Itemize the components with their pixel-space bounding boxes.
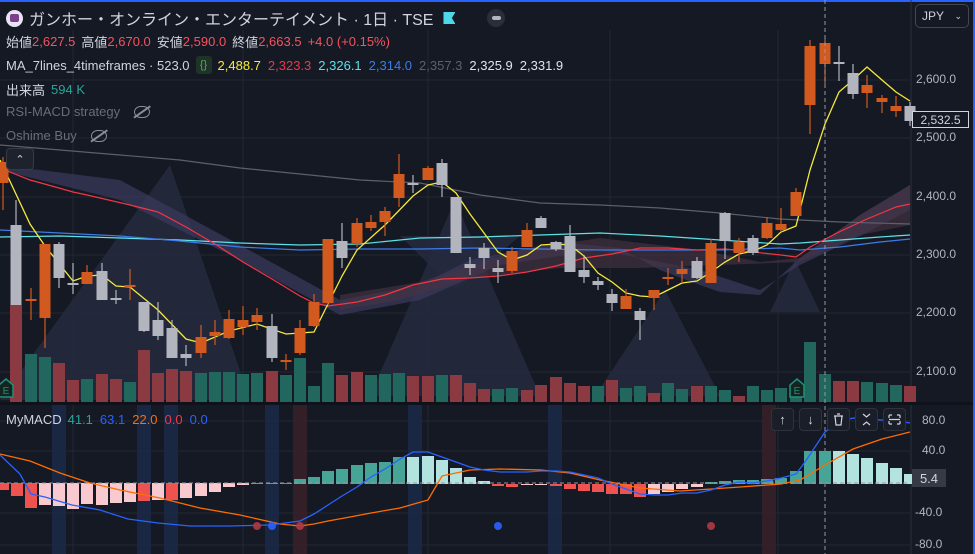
ma-value: 2,314.0 (368, 57, 413, 73)
macd-title[interactable]: MyMACD (6, 412, 62, 427)
symbol-logo-icon (6, 9, 23, 27)
move-pane-up-button[interactable]: ↑ (771, 408, 794, 431)
high-value: 2,670.0 (107, 34, 151, 49)
macd-value: 22.0 (132, 412, 158, 427)
ma-indicator-row[interactable]: MA_7lines_4timeframes · 523.0 {} 2,488.7… (6, 56, 563, 74)
pane-tools: ↑ ↓ (771, 408, 906, 431)
symbol-title-row: ガンホー・オンライン・エンターテイメント · 1日 · TSE (6, 6, 506, 30)
oshime-buy-label[interactable]: Oshime Buy (6, 128, 77, 143)
rsi-macd-strategy-label[interactable]: RSI-MACD strategy (6, 104, 121, 119)
collapse-legend-button[interactable] (487, 9, 506, 27)
ohlc-row: 始値 2,627.5 高値 2,670.0 安値 2,590.0 終値 2,663.5 … (6, 32, 390, 51)
macd-value: 41.1 (67, 412, 93, 427)
currency-value: JPY (922, 9, 945, 23)
price-tick-label: 2,400.0 (916, 189, 957, 203)
volume-label: 出来高 (6, 83, 46, 98)
macd-value: 63.1 (99, 412, 126, 427)
ma-value: 2,488.7 (217, 57, 261, 73)
macd-tick-label: -40.0 (915, 505, 943, 519)
ma-value: 2,357.3 (419, 57, 463, 73)
volume-row[interactable]: 出来高 594 K (6, 80, 85, 99)
macd-tick-label: 80.0 (922, 413, 946, 427)
ma-value: 2,323.3 (267, 57, 312, 73)
open-value: 2,627.5 (32, 34, 76, 49)
price-tick-label: 2,100.0 (916, 364, 957, 378)
minus-icon (491, 16, 501, 20)
price-tick-label: 2,300.0 (916, 247, 957, 261)
price-tick-label: 2,200.0 (916, 305, 957, 319)
macd-tick-label: -80.0 (915, 537, 943, 551)
source-code-icon[interactable]: {} (195, 56, 212, 74)
currency-selector[interactable]: JPY ⌄ (915, 4, 969, 28)
collapse-pane-button[interactable] (855, 408, 878, 431)
macd-current-value: 5.4 (912, 469, 946, 487)
close-label: 終値 (232, 35, 259, 50)
symbol-title[interactable]: ガンホー・オンライン・エンターテイメント · 1日 · TSE (29, 12, 434, 29)
maximize-pane-button[interactable] (883, 408, 906, 431)
focus-border-right (973, 0, 975, 554)
macd-values: 41.1 63.1 22.0 0.0 0.0 (68, 412, 208, 427)
low-value: 2,590.0 (182, 34, 227, 49)
trash-icon (834, 413, 843, 426)
macd-value: 0.0 (189, 412, 208, 427)
change-value: +4.0 (+0.15%) (307, 34, 390, 49)
volume-value: 594 K (51, 82, 85, 97)
move-pane-down-button[interactable]: ↓ (799, 408, 822, 431)
eye-off-icon[interactable] (90, 129, 107, 142)
maximize-icon (888, 414, 901, 425)
flag-icon[interactable] (443, 12, 456, 24)
svg-text:E: E (794, 386, 801, 397)
ma-indicator-name[interactable]: MA_7lines_4timeframes · 523.0 (6, 57, 190, 73)
high-label: 高値 (81, 35, 108, 50)
ma-value: 2,325.9 (469, 57, 513, 73)
price-tick-label: 2,500.0 (916, 130, 957, 144)
rsi-macd-strategy-row[interactable]: RSI-MACD strategy (6, 104, 151, 119)
focus-border-top (0, 0, 975, 2)
ma-values: 2,488.7 2,323.3 2,326.1 2,314.0 2,357.3 2,325… (218, 58, 564, 73)
svg-text:E: E (3, 386, 10, 397)
macd-value: 0.0 (164, 412, 183, 427)
collapse-icon (862, 413, 871, 426)
current-price-label: 2,532.5 (912, 111, 969, 128)
macd-legend[interactable]: MyMACD 41.1 63.1 22.0 0.0 0.0 (6, 412, 208, 427)
close-value: 2,663.5 (258, 34, 302, 49)
delete-pane-button[interactable] (827, 408, 850, 431)
chevron-down-icon: ⌄ (954, 10, 962, 21)
macd-tick-label: 40.0 (922, 443, 946, 457)
low-label: 安値 (156, 35, 183, 50)
open-label: 始値 (6, 35, 33, 50)
oshime-buy-row[interactable]: Oshime Buy (6, 128, 107, 143)
price-tick-label: 2,600.0 (916, 72, 957, 86)
chevron-up-icon[interactable]: ⌃ (6, 148, 34, 170)
eye-off-icon[interactable] (134, 105, 151, 118)
ma-value: 2,326.1 (318, 57, 362, 73)
ma-value: 2,331.9 (519, 57, 564, 73)
